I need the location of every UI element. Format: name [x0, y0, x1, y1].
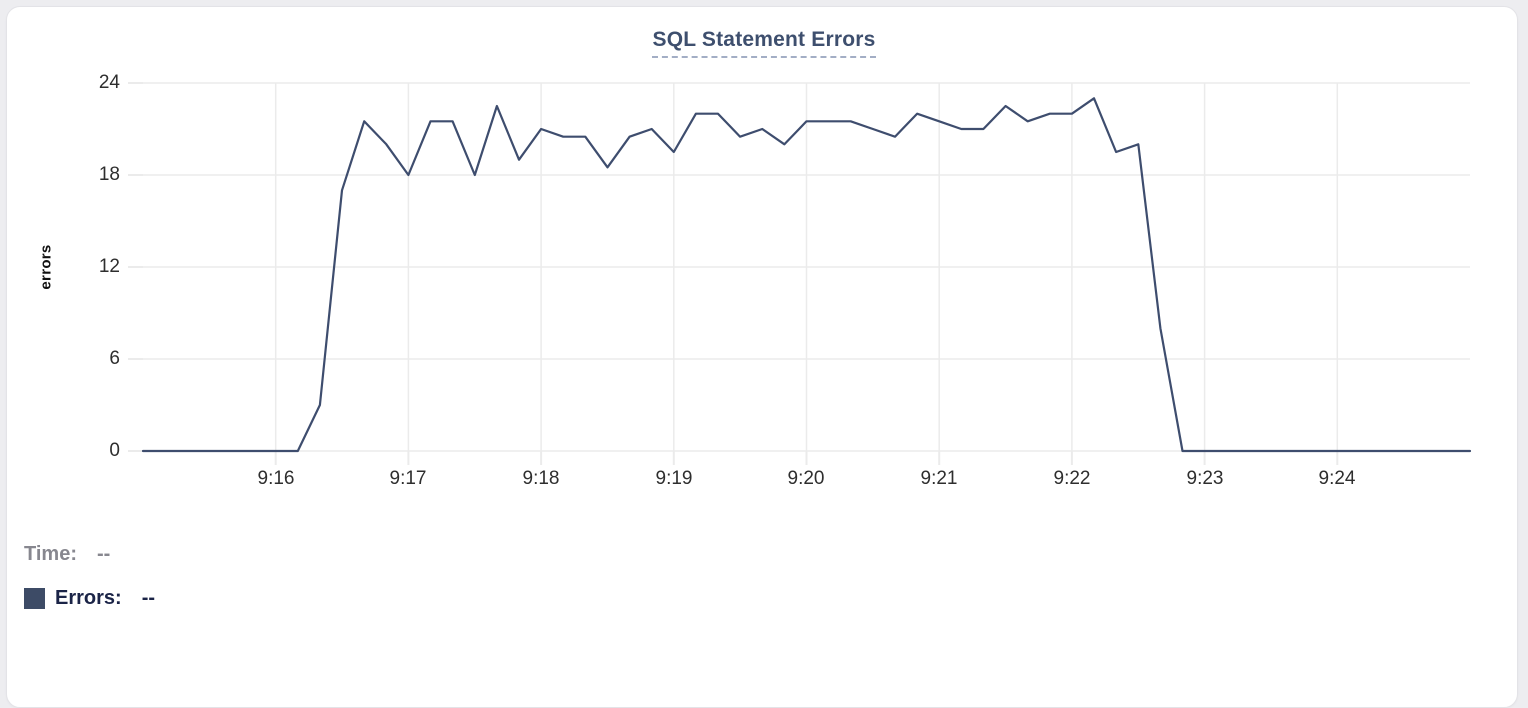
y-tick-12: 12 — [98, 256, 120, 277]
time-label: Time: — [24, 543, 77, 565]
y-tick-6: 6 — [109, 348, 120, 369]
y-tick-18: 18 — [98, 164, 120, 185]
errors-series-swatch-icon — [24, 588, 45, 609]
x-tick-917: 9:17 — [389, 468, 427, 489]
x-tick-924: 9:24 — [1318, 468, 1356, 489]
line-chart[interactable] — [0, 0, 1528, 652]
chart-title[interactable]: SQL Statement Errors — [652, 28, 876, 58]
x-tick-916: 9:16 — [257, 468, 295, 489]
x-tick-920: 9:20 — [787, 468, 825, 489]
legend-time-row: Time: -- — [24, 543, 110, 566]
errors-label: Errors: — [55, 587, 122, 609]
legend-errors-row: Errors: -- — [24, 587, 155, 610]
x-tick-922: 9:22 — [1053, 468, 1091, 489]
x-tick-919: 9:19 — [655, 468, 693, 489]
x-tick-923: 9:23 — [1186, 468, 1224, 489]
errors-value: -- — [141, 587, 156, 609]
chart-card — [6, 6, 1518, 708]
y-tick-24: 24 — [98, 72, 120, 93]
time-value: -- — [96, 543, 111, 565]
x-tick-918: 9:18 — [522, 468, 560, 489]
y-tick-0: 0 — [109, 440, 120, 461]
x-tick-921: 9:21 — [920, 468, 958, 489]
chart-title-wrap: SQL Statement Errors — [0, 28, 1528, 58]
